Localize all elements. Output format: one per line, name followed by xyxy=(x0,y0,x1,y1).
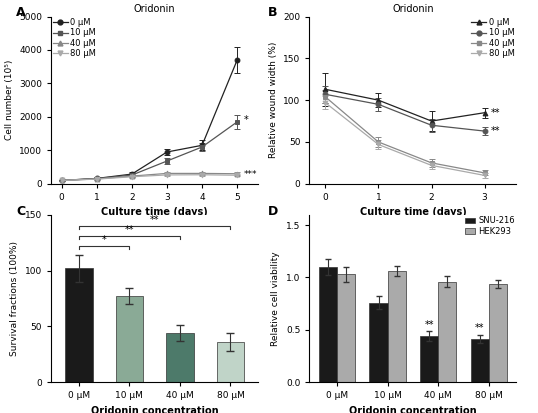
Bar xyxy=(489,284,507,382)
Text: *: * xyxy=(102,235,107,245)
Legend: 0 μM, 10 μM, 40 μM, 80 μM: 0 μM, 10 μM, 40 μM, 80 μM xyxy=(471,18,515,58)
Legend: 0 μM, 10 μM, 40 μM, 80 μM: 0 μM, 10 μM, 40 μM, 80 μM xyxy=(53,18,96,58)
Legend: SNU-216, HEK293: SNU-216, HEK293 xyxy=(465,216,515,236)
Bar xyxy=(65,268,93,382)
Text: **: ** xyxy=(125,225,134,235)
Bar xyxy=(319,267,337,382)
X-axis label: Oridonin concentration: Oridonin concentration xyxy=(349,406,477,413)
Bar xyxy=(116,296,143,382)
Y-axis label: Relative wound width (%): Relative wound width (%) xyxy=(268,42,278,158)
Bar xyxy=(337,274,355,382)
Bar xyxy=(370,303,388,382)
Text: ***: *** xyxy=(244,170,257,179)
Text: C: C xyxy=(16,205,25,218)
Bar xyxy=(166,333,194,382)
Text: **: ** xyxy=(491,126,500,136)
Y-axis label: Relative cell viability: Relative cell viability xyxy=(271,251,280,346)
Text: **: ** xyxy=(424,320,434,330)
Text: **: ** xyxy=(491,108,500,118)
Text: *: * xyxy=(244,115,248,125)
Bar xyxy=(471,339,489,382)
Bar xyxy=(420,336,438,382)
Text: **: ** xyxy=(475,323,484,333)
Y-axis label: Cell number (10⁵): Cell number (10⁵) xyxy=(4,60,13,140)
Bar xyxy=(438,282,456,382)
Title: Oridonin: Oridonin xyxy=(134,5,175,14)
Y-axis label: Survival fractions (100%): Survival fractions (100%) xyxy=(10,241,19,356)
Bar xyxy=(388,271,406,382)
Text: **: ** xyxy=(150,215,159,225)
Bar xyxy=(217,342,244,382)
Text: A: A xyxy=(16,7,25,19)
Text: D: D xyxy=(268,205,278,218)
X-axis label: Oridonin concentration: Oridonin concentration xyxy=(91,406,218,413)
Text: B: B xyxy=(268,7,278,19)
Title: Oridonin: Oridonin xyxy=(392,5,434,14)
X-axis label: Culture time (days): Culture time (days) xyxy=(359,207,466,217)
X-axis label: Culture time (days): Culture time (days) xyxy=(101,207,208,217)
